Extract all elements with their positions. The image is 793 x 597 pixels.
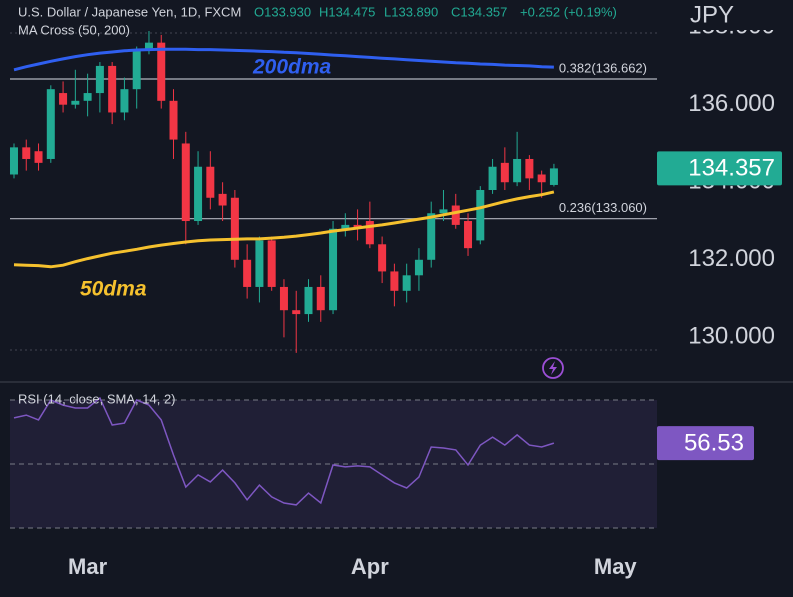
candle-body (71, 100, 80, 105)
candle-body (439, 209, 448, 214)
candle-body (341, 224, 350, 229)
candle-body (206, 166, 215, 198)
candle-body (365, 221, 374, 245)
currency-label: JPY (690, 1, 734, 28)
open-label: O133.930 (254, 4, 311, 19)
fib-label: 0.382(136.662) (559, 60, 647, 75)
candle-body (194, 166, 203, 222)
candle-body (22, 147, 31, 159)
candle-body (464, 221, 473, 249)
candle-body (255, 240, 264, 287)
candle-body (108, 65, 117, 113)
x-tick-label: Apr (351, 554, 389, 579)
candle-body (46, 89, 55, 159)
ma-label: 50dma (80, 278, 147, 301)
x-tick-label: May (594, 554, 638, 579)
y-tick-label: 130.000 (688, 323, 775, 350)
alert-icon-bolt (549, 361, 557, 375)
symbol-title: U.S. Dollar / Japanese Yen, 1D, FXCM (18, 4, 241, 19)
candle-body (279, 286, 288, 311)
last-price-label: 134.357 (688, 155, 775, 182)
candle-body (267, 240, 276, 287)
candle-body (451, 205, 460, 225)
candle-body (83, 93, 92, 101)
candle-body (304, 286, 313, 315)
candle-body (181, 143, 190, 222)
candle-body (378, 244, 387, 272)
candle-body (144, 42, 153, 51)
rsi-line (13, 396, 555, 506)
candle-body (95, 65, 104, 94)
rsi-value-label: 56.53 (684, 429, 744, 456)
candle-body (500, 162, 509, 183)
candle-body (537, 174, 546, 183)
rsi-pane (10, 396, 657, 529)
y-tick-label: 132.000 (688, 245, 775, 272)
ma-line (13, 47, 554, 72)
candle-body (218, 193, 227, 206)
candle-body (157, 42, 166, 101)
high-label: H134.475 (319, 4, 375, 19)
candle-body (525, 158, 534, 179)
candle-body (513, 158, 522, 183)
candle-body (120, 89, 129, 113)
fib-label: 0.236(133.060) (559, 200, 647, 215)
candle-body (169, 100, 178, 140)
candle-body (292, 310, 301, 315)
ma-label: 200dma (252, 56, 332, 79)
last-price-box (657, 151, 782, 186)
alert-icon[interactable] (542, 357, 564, 379)
candle-body (316, 286, 325, 311)
rsi-value-box (657, 426, 754, 461)
candle-body (402, 275, 411, 291)
low-label: L133.890 (384, 4, 438, 19)
y-tick-label: 138.000 (688, 12, 775, 39)
rsi-title: RSI (14, close, SMA, 14, 2) (18, 391, 176, 406)
candle-body (132, 50, 141, 90)
overlay: 0.382(136.662) 0.236(133.060) 200dma 50dma 1… (80, 56, 782, 461)
ma-line (13, 190, 555, 269)
y-tick-label: 136.000 (688, 90, 775, 117)
candle-body (59, 93, 68, 105)
rsi-band (10, 400, 657, 528)
close-label: C134.357 (451, 4, 507, 19)
candle-body (9, 147, 18, 175)
candle-body (488, 166, 497, 190)
price-pane (9, 31, 657, 353)
candle-body (476, 190, 485, 241)
candle-body (243, 259, 252, 287)
candle-body (427, 213, 436, 260)
candle-body (549, 168, 558, 185)
change-label: +0.252 (+0.19%) (520, 4, 617, 19)
candle-body (390, 271, 399, 291)
candle-body (329, 228, 338, 311)
x-tick-label: Mar (68, 554, 108, 579)
candle-body (230, 197, 239, 260)
candle-body (414, 259, 423, 276)
indicator-label: MA Cross (50, 200) (18, 22, 130, 37)
candle-body (34, 151, 43, 163)
